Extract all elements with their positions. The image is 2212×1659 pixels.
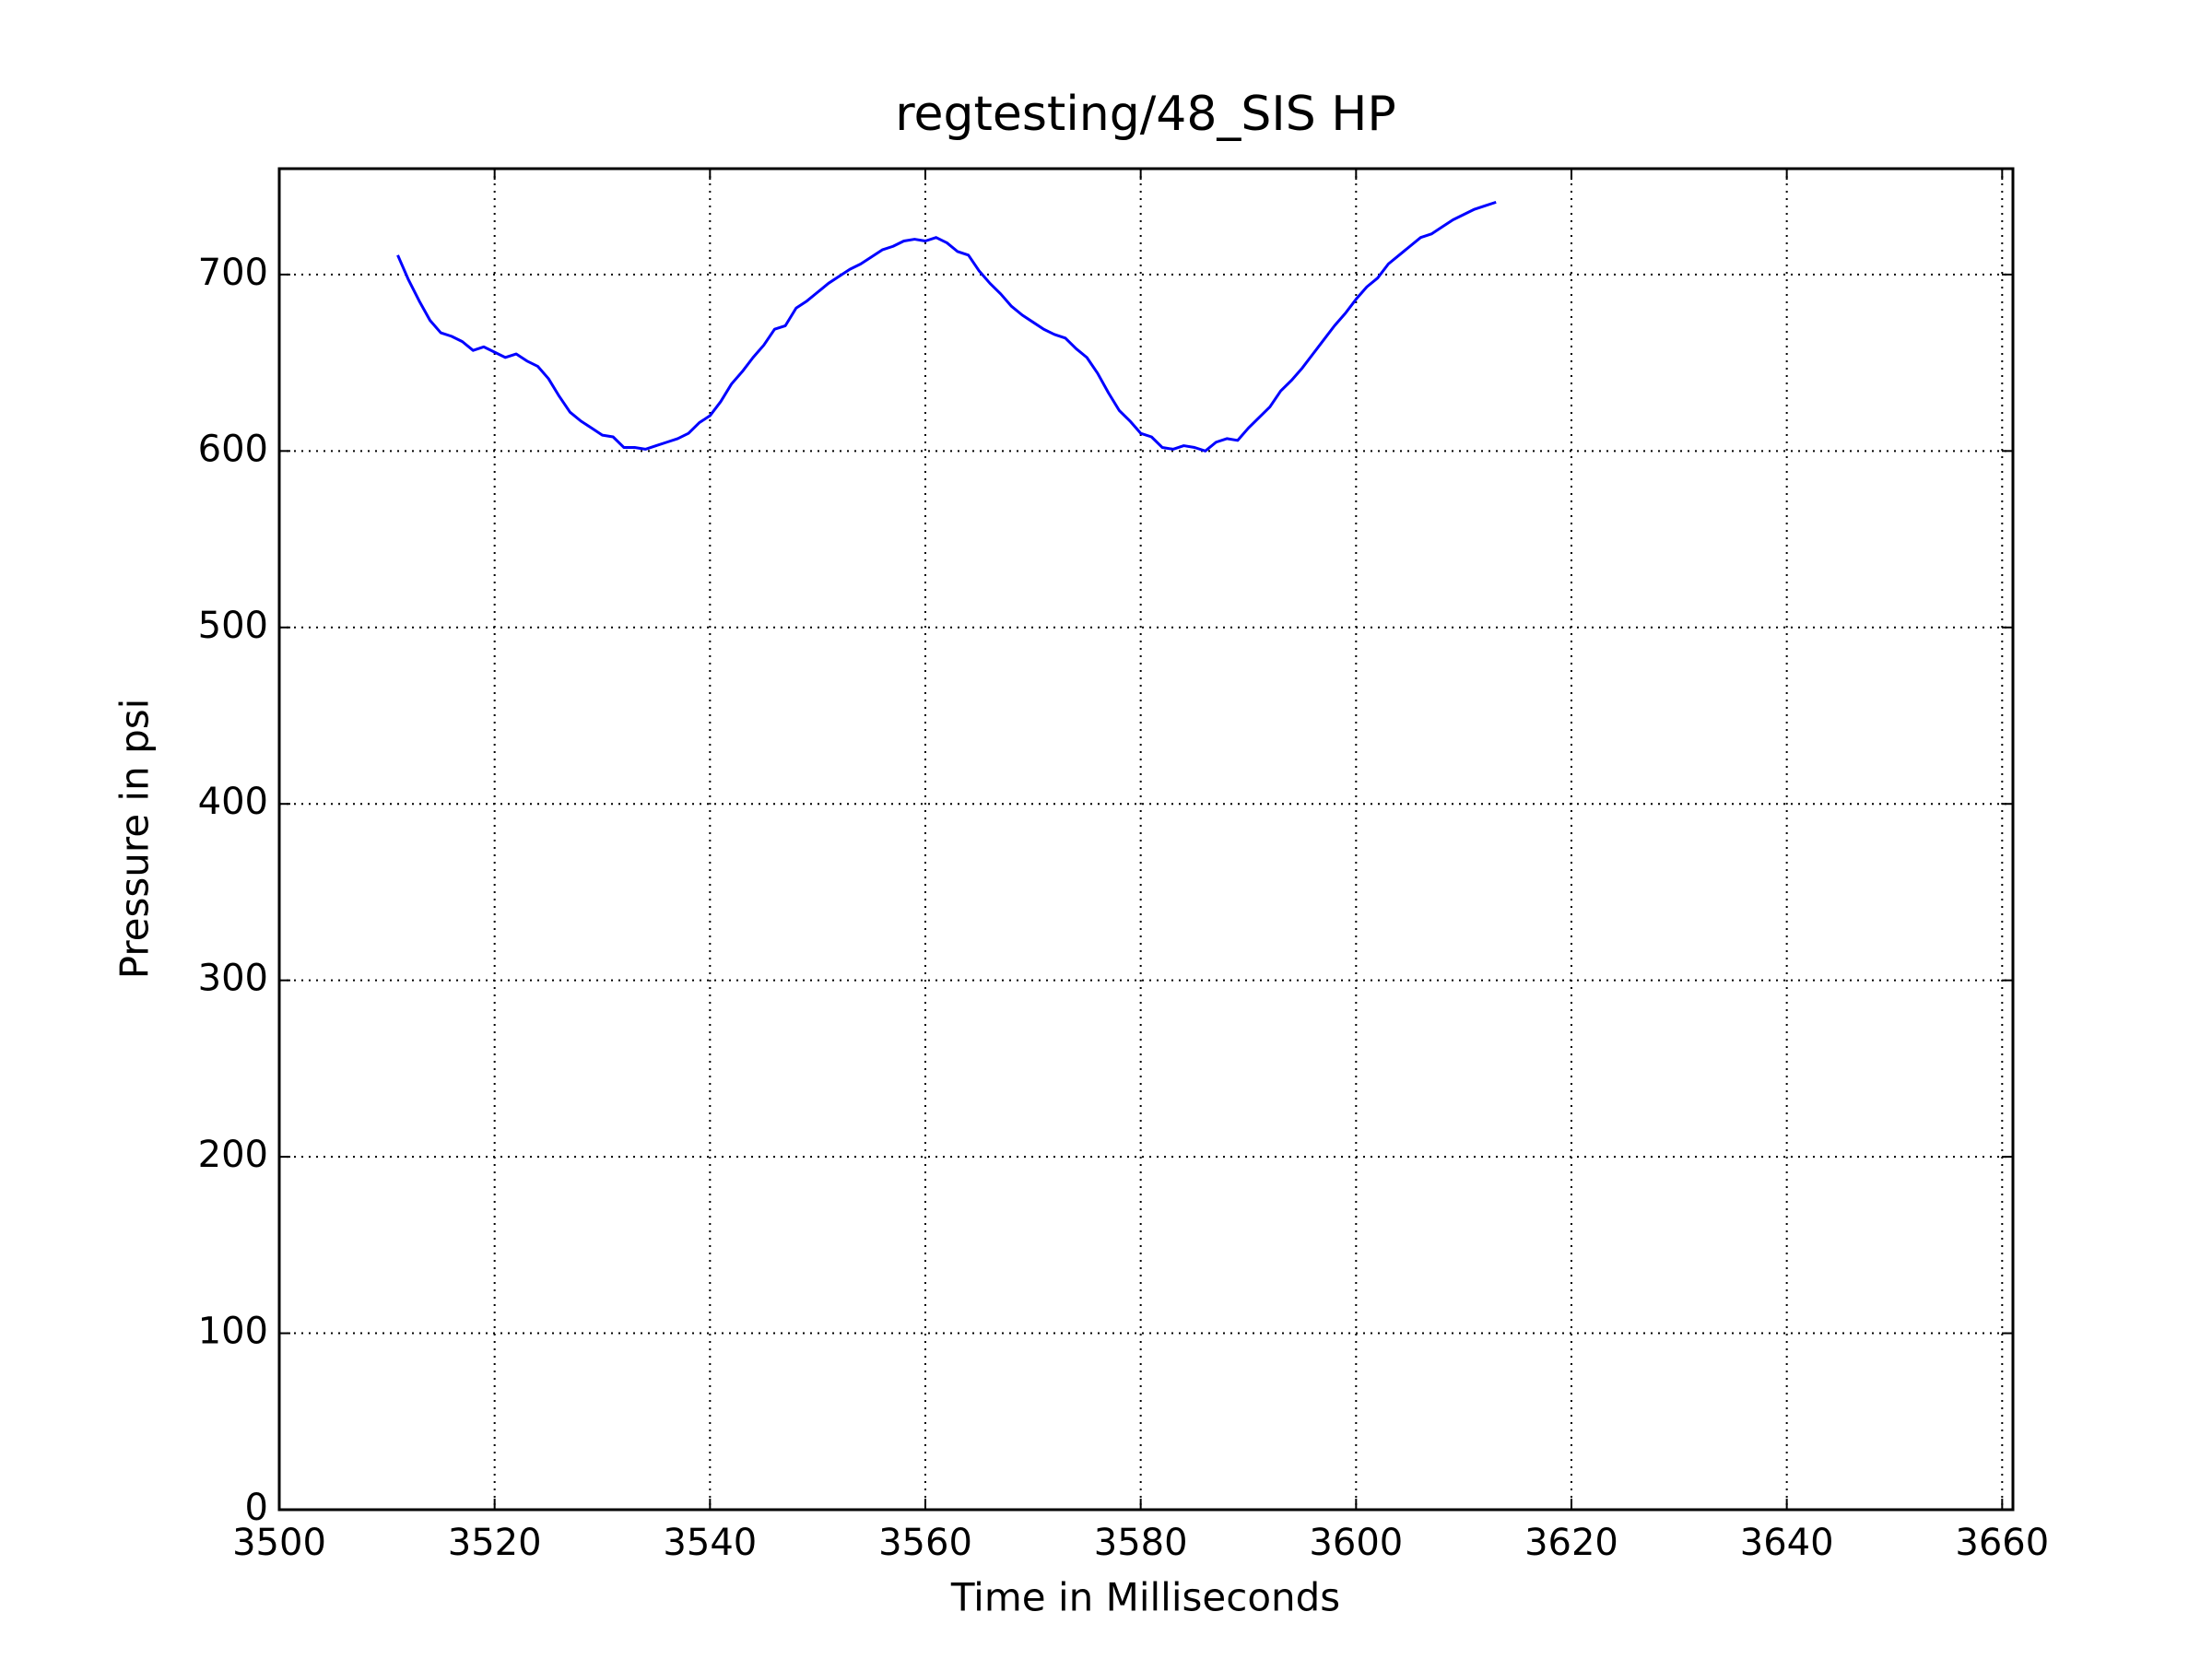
x-tick-label: 3580 [1094, 1522, 1188, 1564]
y-axis-label: Pressure in psi [112, 699, 158, 980]
x-tick-label: 3540 [663, 1522, 757, 1564]
y-tick-label: 200 [198, 1134, 268, 1176]
x-tick-label: 3560 [878, 1522, 972, 1564]
y-tick-label: 300 [198, 958, 268, 1000]
y-tick-label: 600 [198, 428, 268, 470]
chart-title: regtesting/48_SIS HP [895, 87, 1396, 142]
data-line [396, 200, 1497, 453]
x-tick-label: 3520 [448, 1522, 542, 1564]
y-tick-label: 0 [245, 1487, 268, 1529]
y-tick-label: 500 [198, 605, 268, 647]
x-tick-label: 3620 [1524, 1522, 1618, 1564]
y-tick-label: 400 [198, 781, 268, 823]
x-axis-label: Time in Milliseconds [950, 1575, 1340, 1620]
plot-frame [277, 167, 2015, 1512]
x-tick-label: 3640 [1740, 1522, 1834, 1564]
y-tick-label: 700 [198, 252, 268, 294]
x-tick-label: 3600 [1309, 1522, 1403, 1564]
x-tick-label: 3660 [1955, 1522, 2049, 1564]
x-tick-label: 3500 [232, 1522, 326, 1564]
y-tick-label: 100 [198, 1311, 268, 1353]
